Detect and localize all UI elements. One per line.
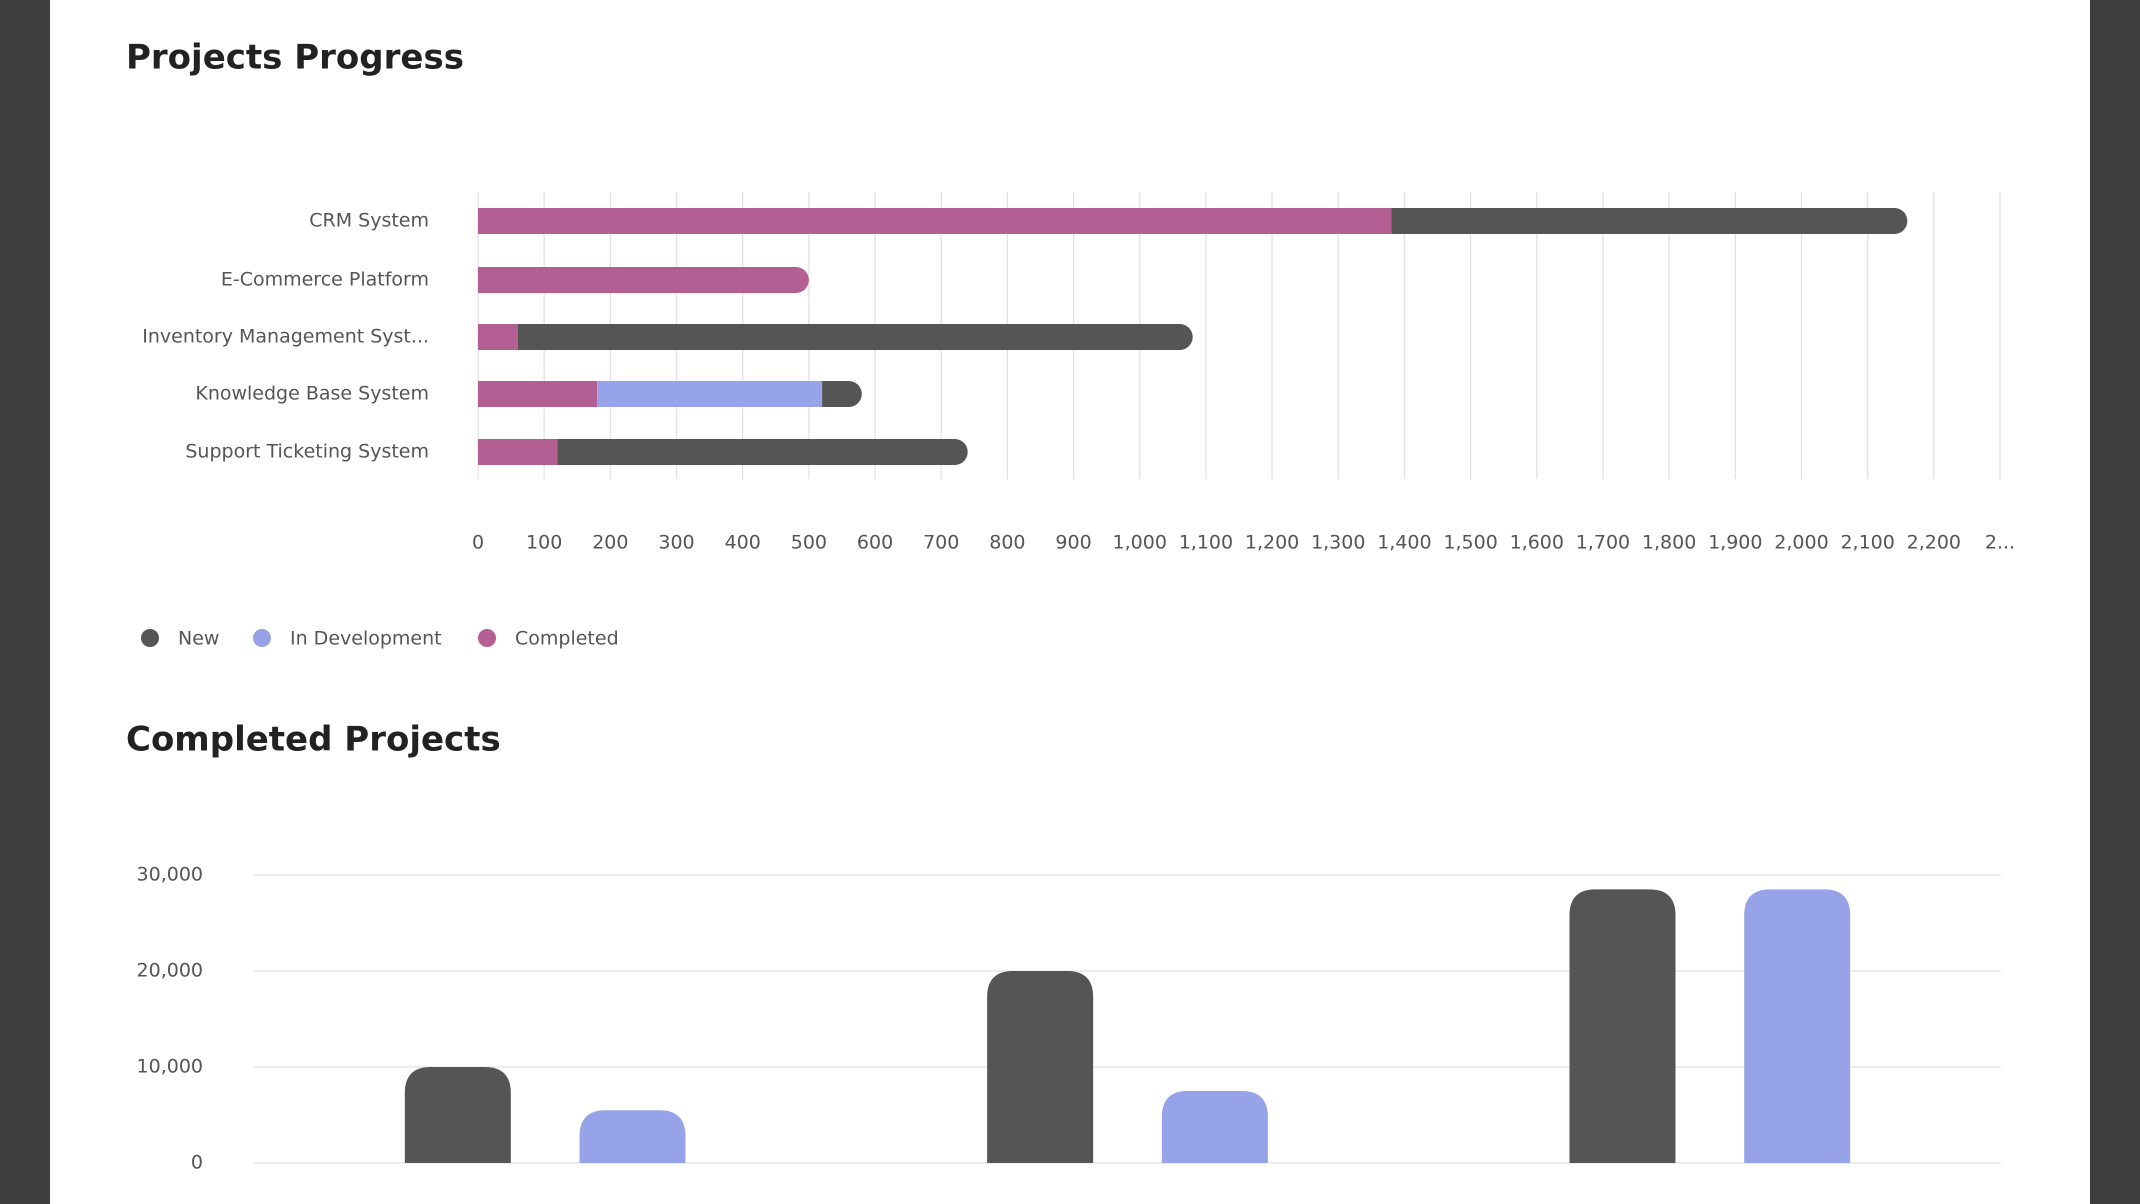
legend-label: In Development [290,628,442,650]
x-tick-label: 100 [526,532,562,554]
legend-marker [141,629,159,647]
bar-segment [478,267,809,293]
x-tick-label: 1,700 [1576,532,1630,554]
bar [404,1067,511,1163]
x-tick-label: 0 [472,532,484,554]
x-tick-label: 400 [725,532,761,554]
dashboard-card: Projects Progress 0 100 200 300 400 500 600 700 8… [50,0,2090,1204]
bar-segment [478,439,558,465]
chart-title: Projects Progress [126,38,464,78]
category-label: Support Ticketing System [185,441,429,463]
bar-segment [597,381,823,407]
bar-segment [517,324,1193,350]
bar-segment [1391,208,1908,234]
x-tick-label: 900 [1055,532,1091,554]
x-tick-label: 2... [1985,532,2015,554]
bar-segment [822,381,862,407]
x-tick-label: 1,100 [1179,532,1233,554]
charts: Projects Progress 0 100 200 300 400 500 600 700 8… [126,38,2015,1174]
legend-marker [478,629,496,647]
x-tick-label: 700 [923,532,959,554]
category-label: CRM System [309,210,429,232]
x-tick-label: 1,800 [1642,532,1696,554]
legend-marker [253,629,271,647]
bar-segment [478,208,1392,234]
x-tick-label: 1,000 [1113,532,1167,554]
chart-title: Completed Projects [126,720,501,760]
x-tick-label: 800 [989,532,1025,554]
bar-segment [478,324,518,350]
legend-label: Completed [515,628,619,650]
bar [1569,889,1676,1163]
bar-segment [557,439,968,465]
x-tick-label: 1,400 [1377,532,1431,554]
x-tick-label: 1,200 [1245,532,1299,554]
x-tick-label: 2,100 [1840,532,1894,554]
x-tick-label: 2,000 [1774,532,1828,554]
x-tick-label: 600 [857,532,893,554]
y-tick-label: 0 [191,1152,203,1174]
x-tick-label: 1,500 [1443,532,1497,554]
category-label: Knowledge Base System [195,383,429,405]
bar [1161,1091,1268,1163]
bar [1744,889,1851,1163]
x-tick-label: 1,900 [1708,532,1762,554]
category-label: E-Commerce Platform [221,269,429,291]
bar [579,1110,686,1163]
category-label: Inventory Management Syst... [142,326,429,348]
x-tick-label: 300 [658,532,694,554]
bar-segment [478,381,598,407]
x-tick-label: 1,600 [1510,532,1564,554]
x-tick-label: 500 [791,532,827,554]
x-tick-label: 2,200 [1907,532,1961,554]
bar [987,971,1094,1163]
x-tick-label: 1,300 [1311,532,1365,554]
y-tick-label: 10,000 [137,1056,203,1078]
y-tick-label: 20,000 [137,960,203,982]
y-tick-label: 30,000 [137,864,203,886]
legend-label: New [178,628,219,650]
x-tick-label: 200 [592,532,628,554]
